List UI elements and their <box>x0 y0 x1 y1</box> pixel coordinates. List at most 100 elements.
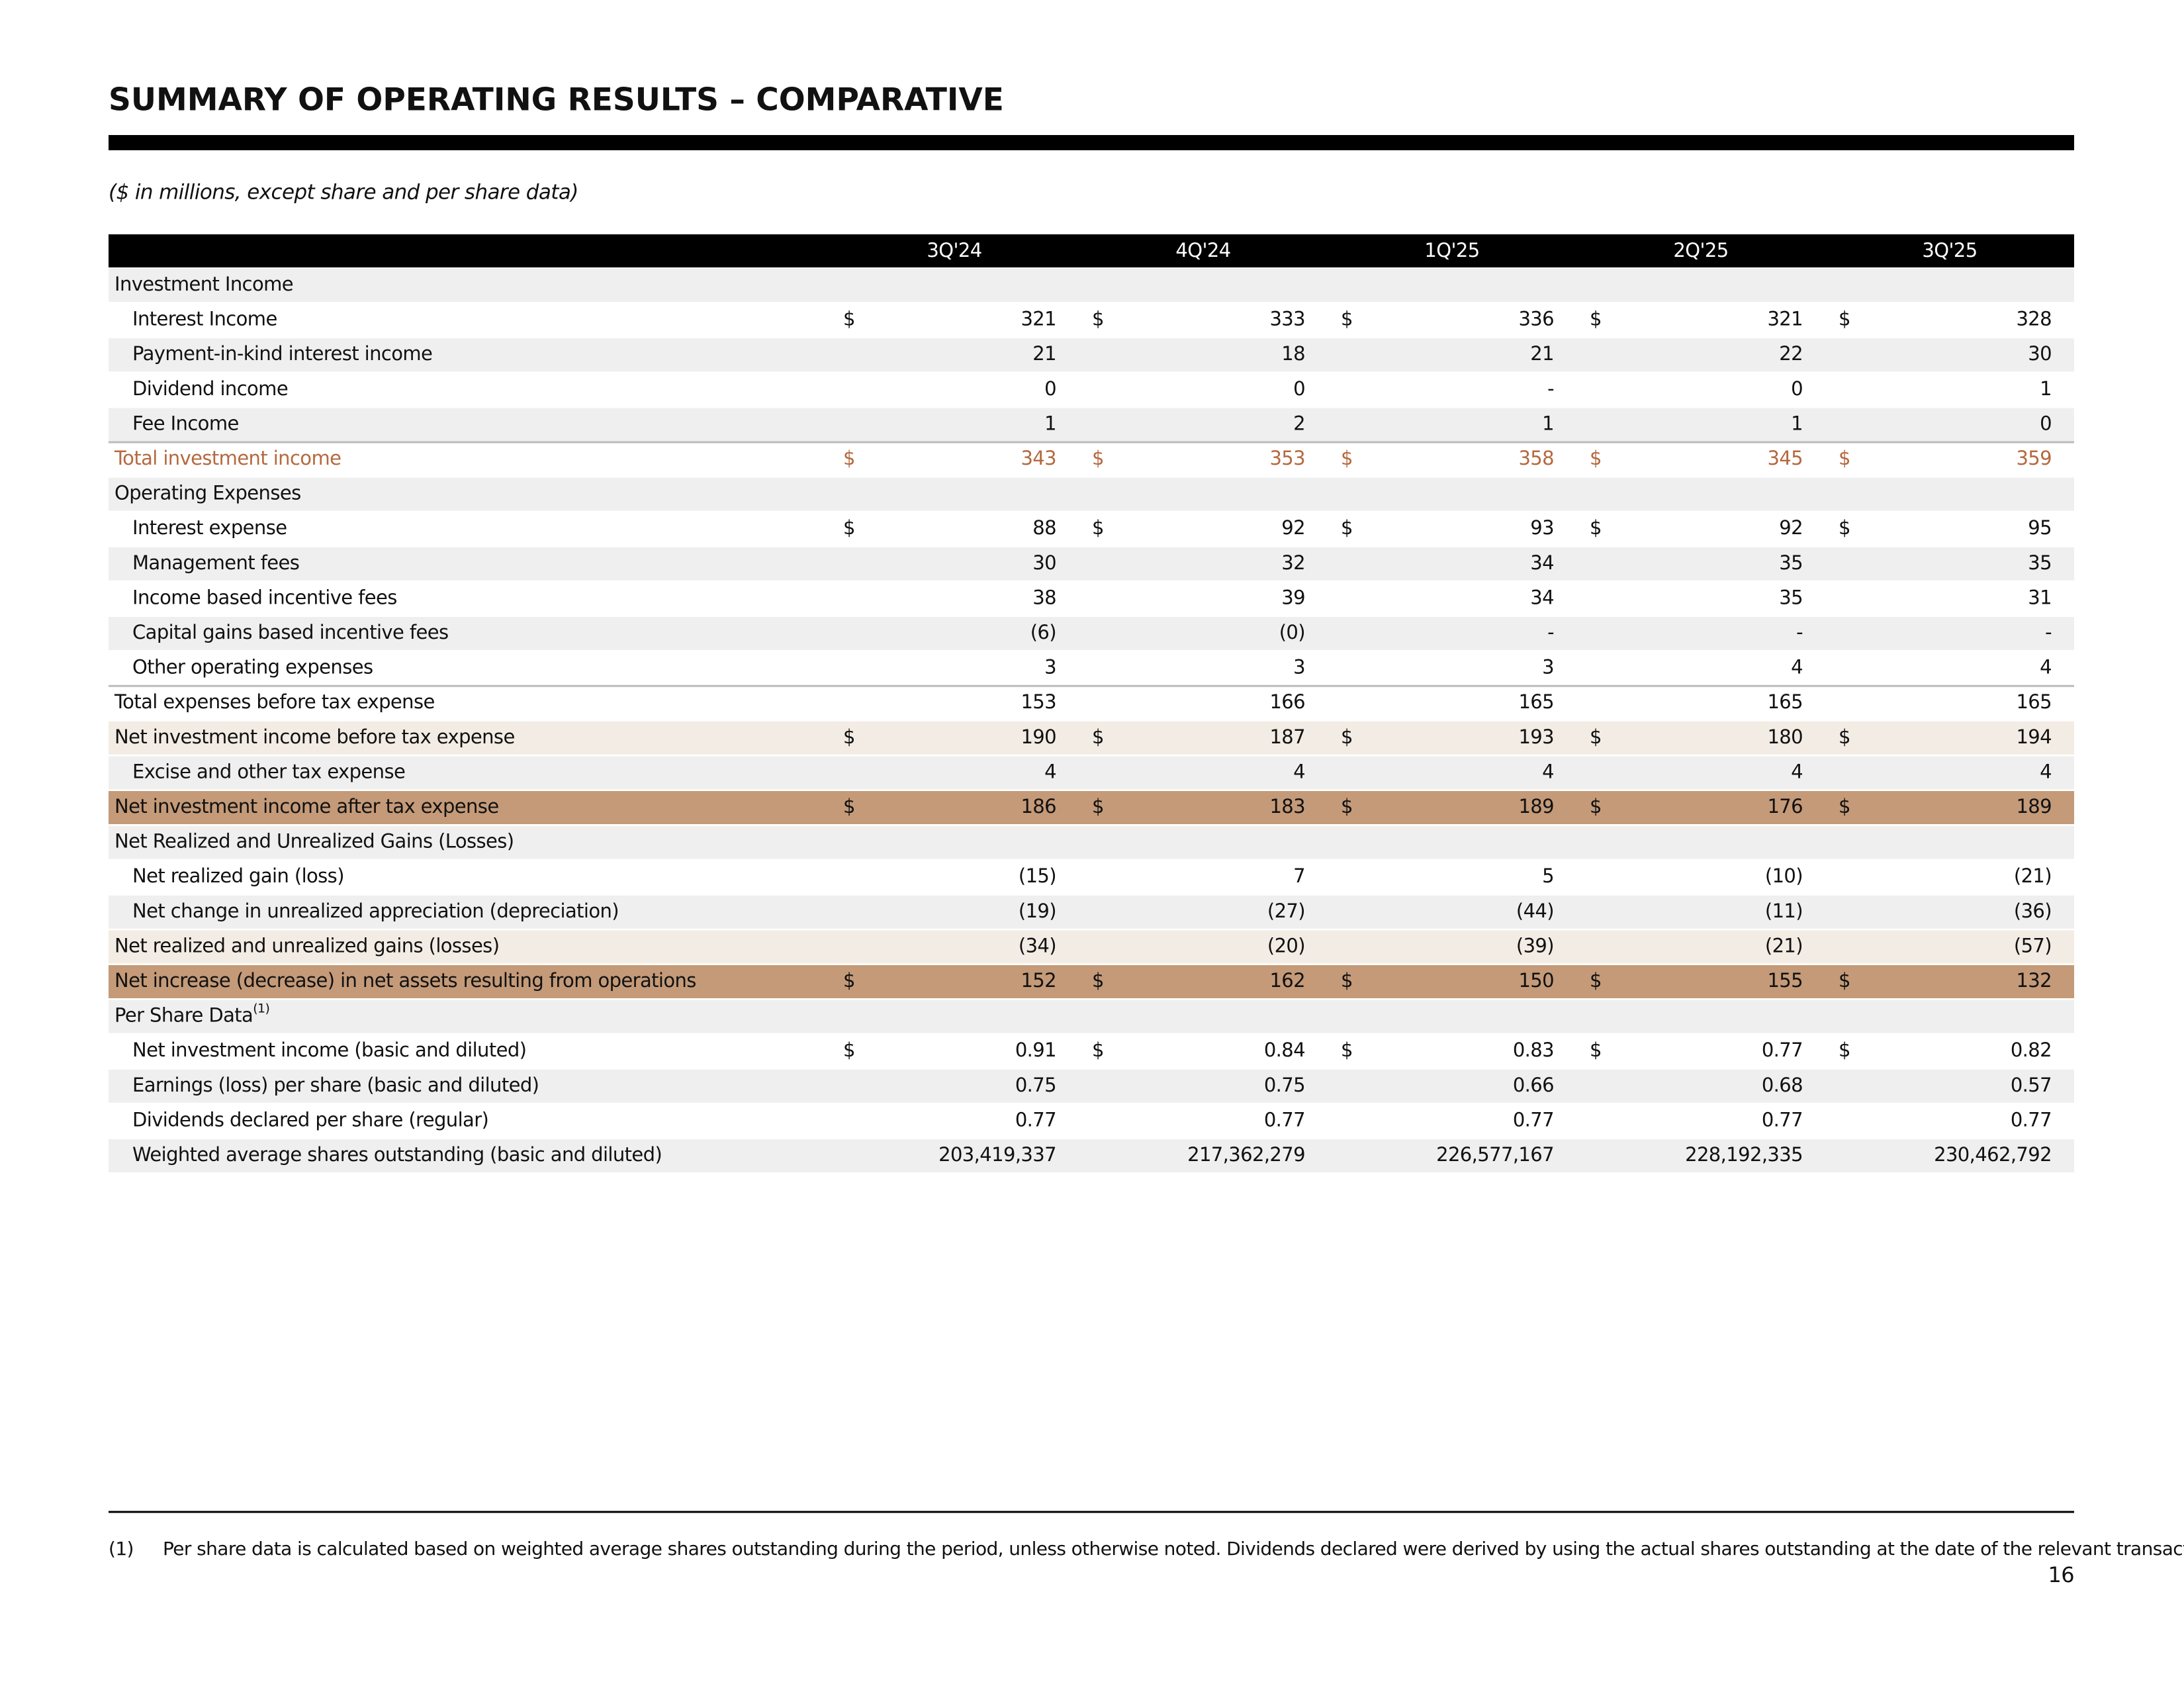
cell-value: 155 <box>1767 969 1803 992</box>
cell-value: 333 <box>1269 308 1305 330</box>
row-label: Investment Income <box>114 273 293 295</box>
cell-value: 4 <box>1542 760 1554 782</box>
cell-value: 321 <box>1767 308 1803 330</box>
row-label: Total investment income <box>114 447 341 469</box>
cell-value: 183 <box>1269 795 1305 818</box>
cell-value: 4 <box>2040 760 2052 782</box>
cell-value: 2 <box>1293 412 1305 434</box>
currency-symbol: $ <box>1341 516 1353 539</box>
row-background <box>109 721 2074 755</box>
cell-value: 0.57 <box>2011 1074 2052 1096</box>
cell-value: 193 <box>1518 726 1554 748</box>
cell-value: (10) <box>1765 865 1803 887</box>
row-background <box>109 1000 2074 1033</box>
cell-value: 0.66 <box>1513 1074 1554 1096</box>
cell-value: 153 <box>1021 690 1056 713</box>
cell-value: 35 <box>1779 551 1803 574</box>
row-label: Net realized and unrealized gains (losse… <box>114 934 499 957</box>
row-label: Net investment income after tax expense <box>114 795 499 818</box>
cell-value: 34 <box>1530 586 1554 608</box>
cell-value: 132 <box>2016 969 2052 992</box>
note-marker: (1) <box>253 1001 269 1015</box>
cell-value: 92 <box>1281 516 1305 539</box>
cell-value: 0.77 <box>1513 1108 1554 1131</box>
cell-value: 190 <box>1021 726 1056 748</box>
row-background <box>109 825 2074 859</box>
row-label: Per Share Data(1) <box>114 1001 269 1027</box>
cell-value: 0 <box>1791 377 1803 400</box>
currency-symbol: $ <box>1092 726 1104 748</box>
currency-symbol: $ <box>1092 308 1104 330</box>
row-label: Total expenses before tax expense <box>114 690 435 713</box>
currency-symbol: $ <box>1590 447 1602 469</box>
cell-value: 150 <box>1518 969 1554 992</box>
row-label: Dividends declared per share (regular) <box>132 1108 488 1131</box>
row-background <box>109 895 2074 929</box>
cell-value: (36) <box>2014 900 2052 922</box>
cell-value: 21 <box>1530 342 1554 365</box>
cell-value: 186 <box>1021 795 1056 818</box>
cell-value: 343 <box>1021 447 1056 469</box>
currency-symbol: $ <box>843 516 855 539</box>
cell-value: (19) <box>1019 900 1056 922</box>
currency-symbol: $ <box>1590 795 1602 818</box>
currency-symbol: $ <box>1590 969 1602 992</box>
cell-value: 226,577,167 <box>1436 1143 1554 1166</box>
row-background <box>109 617 2074 650</box>
cell-value: 4 <box>1044 760 1056 782</box>
cell-value: 1 <box>1791 412 1803 434</box>
cell-value: 0.83 <box>1513 1039 1554 1061</box>
row-label: Interest Income <box>132 308 277 330</box>
cell-value: 228,192,335 <box>1685 1143 1803 1166</box>
cell-value: 189 <box>2016 795 2052 818</box>
row-background <box>109 930 2074 964</box>
cell-value: 0.82 <box>2011 1039 2052 1061</box>
footnote-text: Per share data is calculated based on we… <box>163 1538 2184 1560</box>
row-label: Operating Expenses <box>114 482 301 504</box>
row-label: Dividend income <box>132 377 288 400</box>
row-label: Net Realized and Unrealized Gains (Losse… <box>114 830 514 853</box>
row-label: Management fees <box>132 551 299 574</box>
cell-value: 1 <box>1044 412 1056 434</box>
cell-value: 162 <box>1269 969 1305 992</box>
currency-symbol: $ <box>843 308 855 330</box>
cell-value: 353 <box>1269 447 1305 469</box>
currency-symbol: $ <box>1839 795 1850 818</box>
cell-value: 35 <box>2028 551 2052 574</box>
cell-value: 345 <box>1767 447 1803 469</box>
cell-value: 88 <box>1032 516 1056 539</box>
currency-symbol: $ <box>1341 308 1353 330</box>
cell-value: 92 <box>1779 516 1803 539</box>
column-header: 3Q'24 <box>927 239 981 261</box>
cell-value: 0.91 <box>1015 1039 1056 1061</box>
cell-value: 203,419,337 <box>938 1143 1056 1166</box>
cell-value: 0.77 <box>1762 1039 1803 1061</box>
currency-symbol: $ <box>1341 795 1353 818</box>
row-label: Excise and other tax expense <box>132 760 405 782</box>
row-label: Interest expense <box>132 516 287 539</box>
cell-value: (21) <box>2014 865 2052 887</box>
cell-value: 328 <box>2016 308 2052 330</box>
row-background <box>109 408 2074 442</box>
currency-symbol: $ <box>1839 969 1850 992</box>
cell-value: (11) <box>1765 900 1803 922</box>
cell-value: 31 <box>2028 586 2052 608</box>
currency-symbol: $ <box>843 447 855 469</box>
column-header: 1Q'25 <box>1424 239 1479 261</box>
currency-symbol: $ <box>1092 516 1104 539</box>
currency-symbol: $ <box>843 795 855 818</box>
row-label: Net investment income (basic and diluted… <box>132 1039 526 1061</box>
row-background <box>109 547 2074 581</box>
cell-value: 22 <box>1779 342 1803 365</box>
cell-value: (15) <box>1019 865 1056 887</box>
cell-value: 5 <box>1542 865 1554 887</box>
cell-value: 0.77 <box>2011 1108 2052 1131</box>
header-row <box>109 234 2074 267</box>
cell-value: 34 <box>1530 551 1554 574</box>
cell-value: 95 <box>2028 516 2052 539</box>
row-background <box>109 965 2074 998</box>
row-label: Income based incentive fees <box>132 586 397 608</box>
cell-value: 1 <box>1542 412 1554 434</box>
cell-value: 38 <box>1032 586 1056 608</box>
cell-value: 18 <box>1281 342 1305 365</box>
